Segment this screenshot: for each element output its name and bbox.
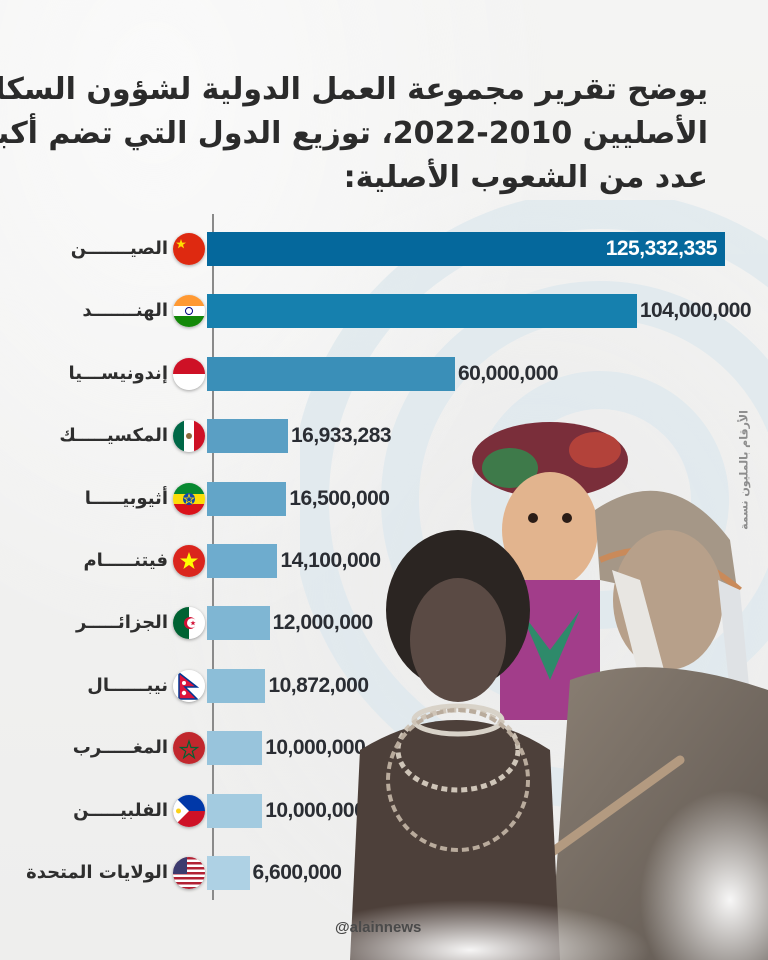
value-label: 125,332,335 — [605, 237, 718, 260]
chart-row: الصيـــــــن 125,332,335 — [0, 232, 768, 266]
country-label: المكسيـــــك — [59, 425, 168, 447]
value-label: 16,500,000 — [289, 486, 390, 510]
page-title: يوضح تقرير مجموعة العمل الدولية لشؤون ال… — [0, 68, 708, 200]
ethiopia-flag-icon — [173, 482, 205, 515]
chart-row: الجزائـــــر 12,000,000 — [0, 606, 768, 641]
value-label: 10,000,000 — [265, 798, 366, 822]
indonesia-flag-icon — [173, 357, 205, 390]
value-label: 104,000,000 — [639, 299, 752, 323]
country-label: الولايات المتحدة — [26, 862, 168, 883]
data-bar — [207, 731, 263, 766]
value-label: 14,100,000 — [280, 549, 381, 572]
country-label: أثيوبيـــــا — [84, 487, 168, 509]
value-label: 10,872,000 — [268, 673, 369, 697]
india-flag-icon — [173, 295, 205, 328]
china-flag-icon — [173, 233, 205, 265]
country-label: نيبــــــال — [87, 674, 168, 696]
chart-row: أثيوبيـــــا 16,500,000 — [0, 481, 768, 516]
data-bar — [207, 419, 288, 454]
value-label: 12,000,000 — [272, 611, 374, 635]
chart-row: فيتنـــــام 14,100,000 — [0, 544, 768, 578]
chart-row: الفلبيـــــن 10,000,000 — [0, 793, 768, 828]
value-label: 16,933,283 — [290, 424, 392, 448]
country-label: الفلبيـــــن — [73, 799, 168, 821]
usa-flag-icon — [173, 857, 205, 889]
data-bar — [207, 793, 263, 828]
country-label: فيتنـــــام — [83, 550, 168, 571]
data-bar — [207, 544, 278, 578]
data-bar — [207, 856, 250, 890]
country-label: إندونيســـيا — [68, 362, 168, 384]
data-bar — [207, 232, 725, 266]
chart-row: المغـــــرب 10,000,000 — [0, 731, 768, 766]
chart-row: الولايات المتحدة 6,600,000 — [0, 856, 768, 890]
algeria-flag-icon — [173, 607, 205, 640]
nepal-flag-icon — [173, 669, 205, 702]
value-label: 10,000,000 — [265, 736, 366, 760]
country-label: الصيـــــــن — [70, 238, 168, 259]
chart-row: إندونيســـيا 60,000,000 — [0, 356, 768, 391]
chart-row: نيبــــــال 10,872,000 — [0, 668, 768, 703]
chart-row: المكسيـــــك 16,933,283 — [0, 419, 768, 454]
chart-row: الهنـــــــد 104,000,000 — [0, 294, 768, 329]
title-line-1: يوضح تقرير مجموعة العمل الدولية لشؤون ال… — [0, 72, 708, 107]
data-bar — [207, 294, 637, 329]
country-label: المغـــــرب — [72, 737, 168, 759]
value-label: 60,000,000 — [457, 361, 559, 385]
data-bar — [207, 481, 287, 516]
data-bar — [207, 606, 270, 641]
philippines-flag-icon — [173, 794, 205, 827]
country-label: الجزائـــــر — [76, 612, 168, 634]
data-bar — [207, 668, 266, 703]
data-bar — [207, 356, 455, 391]
vietnam-flag-icon — [173, 545, 205, 577]
morocco-flag-icon — [173, 732, 205, 765]
title-line-2: الأصليين 2010-2022، توزيع الدول التي تضم… — [0, 116, 708, 151]
title-line-3: عدد من الشعوب الأصلية: — [343, 160, 708, 195]
mexico-flag-icon — [173, 420, 205, 453]
social-handle: @alainnews — [335, 919, 422, 936]
value-label: 6,600,000 — [252, 861, 342, 884]
indigenous-people-photo — [350, 422, 768, 960]
country-label: الهنـــــــد — [82, 300, 168, 322]
